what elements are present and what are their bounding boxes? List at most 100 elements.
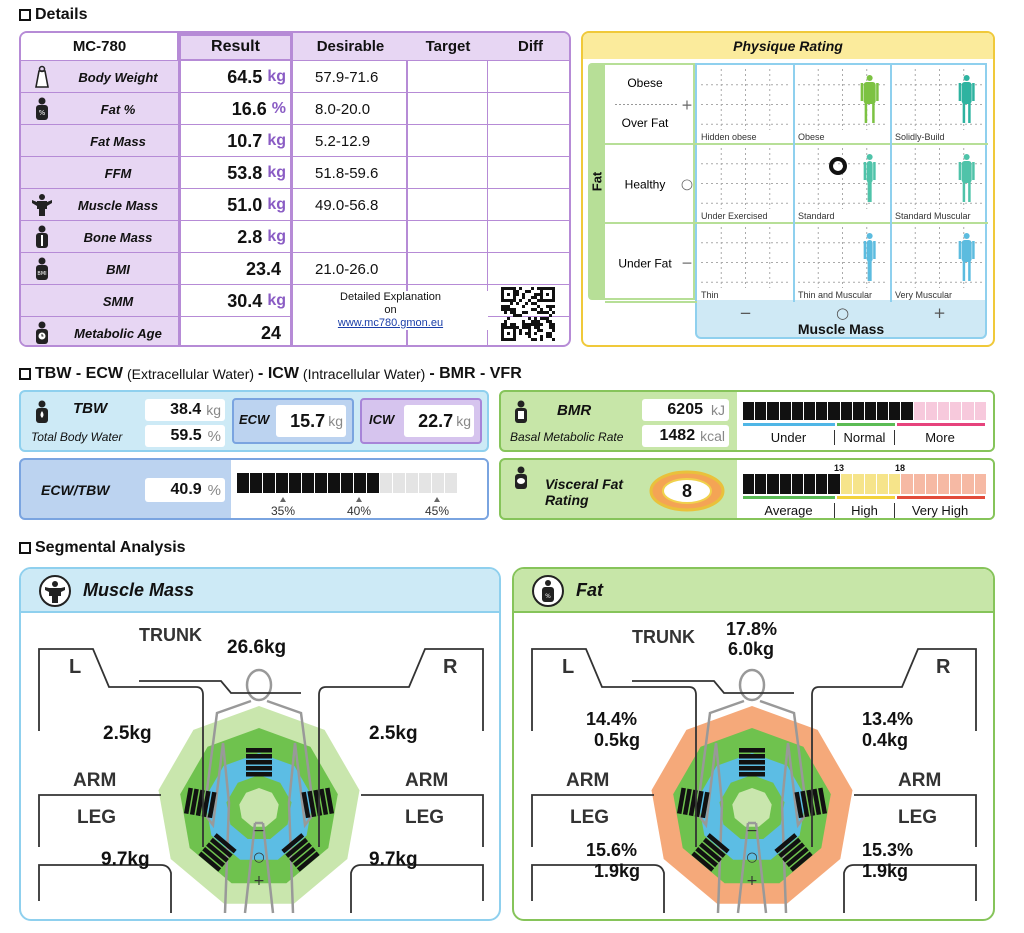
physique-figure-icon — [958, 154, 975, 202]
result-value: 10.7 — [227, 130, 263, 151]
details-heading: Details — [19, 6, 87, 24]
right-label: R — [936, 656, 951, 678]
tick-marker — [356, 497, 362, 502]
bar-segment — [913, 402, 925, 420]
limb-frames — [531, 648, 977, 913]
result-value: 51.0 — [227, 194, 263, 215]
body-diagram: − ○ + — [38, 648, 484, 914]
result-unit: kg — [267, 196, 286, 213]
bar-segment — [779, 474, 791, 494]
trunk-kg: 6.0kg — [728, 639, 775, 659]
left-leg-pct: 15.6% — [586, 840, 638, 860]
svg-text:+: + — [253, 873, 265, 889]
tbw-kg: 38.4 — [170, 401, 202, 418]
details-row: Muscle Mass 51.0 kg 49.0-56.8 — [21, 188, 569, 220]
bar-segment — [354, 473, 366, 493]
bar-segment — [755, 474, 767, 494]
segment-stack — [281, 833, 320, 872]
right-leg-pct: 15.3% — [862, 840, 914, 860]
bar-segment — [419, 473, 431, 493]
vfr-scale-average: Average — [743, 503, 835, 518]
details-row: FFM 53.8 kg 51.8-59.6 — [21, 156, 569, 188]
bar-segment — [974, 402, 986, 420]
result-unit: kg — [267, 164, 286, 181]
fat-percent-icon: % — [36, 97, 48, 120]
bmr-scale-under: Under — [743, 430, 835, 445]
body-diagram: − ○ + — [531, 648, 977, 914]
row-label: BMI — [106, 261, 130, 277]
fat-level-symbol: − — [681, 256, 693, 272]
bar-segment — [367, 473, 379, 493]
row-label: Bone Mass — [83, 229, 153, 245]
row-label: SMM — [102, 293, 134, 309]
vfr-mark-13: 13 — [834, 463, 845, 473]
visceral-fat-icon — [515, 466, 527, 489]
row-result: 10.7 kg — [178, 125, 286, 157]
segment-stack — [246, 748, 272, 777]
svg-text:%: % — [545, 593, 551, 600]
physique-grid: + Obese Over Fat Hidden obese Obese Solidly-B… — [605, 65, 988, 322]
bar-segment — [803, 474, 816, 494]
muscle-segment-title: Muscle Mass — [21, 569, 499, 613]
result-value: 30.4 — [227, 290, 263, 311]
bar-segment — [250, 473, 262, 493]
bar-segment — [925, 474, 937, 494]
segment-stack — [774, 833, 813, 872]
tick-label: 35% — [270, 504, 296, 518]
bar-segment — [803, 402, 816, 420]
muscle-flex-icon — [39, 575, 71, 607]
svg-text:+: + — [746, 873, 758, 889]
bmr-panel: BMR Basal Metabolic Rate 6205 kJ 1482 kcal… — [499, 390, 995, 452]
row-label: Metabolic Age — [74, 325, 162, 341]
bar-segment — [925, 402, 937, 420]
bar-segment — [864, 402, 877, 420]
row-result: 53.8 kg — [178, 157, 286, 189]
fat-level-label: Over Fat — [622, 116, 669, 130]
physique-figure-icon — [958, 75, 975, 123]
bar-segment — [767, 474, 779, 494]
explanation-link[interactable]: www.mc780.gmon.eu — [337, 317, 444, 329]
bar-segment — [341, 473, 353, 493]
result-value: 53.8 — [227, 162, 263, 183]
physique-cell-label: Obese — [798, 132, 825, 142]
vfr-scale-very-high: Very High — [911, 503, 969, 518]
muscle-level-symbol: − — [739, 304, 752, 322]
row-result: 16.6% — [178, 93, 286, 125]
physique-cell-label: Solidly-Build — [895, 132, 945, 142]
vfr-mark-18: 18 — [895, 463, 906, 473]
muscle-level-symbol: + — [933, 304, 946, 322]
right-arm-pct: 13.4% — [862, 709, 914, 729]
bar-segment — [406, 473, 418, 493]
physique-figure-icon — [860, 75, 879, 123]
tbw-sub: Total Body Water — [31, 430, 123, 444]
vfr-label: Visceral Fat Rating — [545, 476, 624, 508]
bmr-kcal: 1482 — [659, 427, 696, 444]
svg-text:○: ○ — [253, 850, 264, 865]
right-arm-label: ARM — [898, 770, 942, 791]
qr-code-icon[interactable] — [501, 287, 555, 341]
left-leg-value: 9.7kg — [101, 849, 150, 870]
trunk-label: TRUNK — [632, 627, 695, 647]
result-unit: % — [271, 100, 286, 117]
svg-text:○: ○ — [746, 850, 757, 865]
bmr-scale-more: More — [925, 430, 955, 445]
result-value: 2.8 — [237, 226, 263, 247]
physique-cell-label: Thin and Muscular — [798, 290, 872, 300]
result-value: 23.4 — [245, 258, 281, 279]
bar-segment — [901, 474, 913, 494]
water-heading: TBW - ECW (Extracellular Water) - ICW (I… — [19, 365, 522, 383]
result-unit: kg — [267, 228, 286, 245]
bar-segment — [276, 473, 288, 493]
bmr-label: BMR — [557, 402, 592, 419]
bar-segment — [864, 474, 877, 494]
physique-figure-icon — [863, 154, 876, 202]
row-result: 24 — [178, 317, 286, 345]
fat-level-symbol: + — [681, 98, 693, 114]
bar-segment — [743, 474, 755, 494]
metabolic-age-icon — [36, 321, 48, 344]
row-label: FFM — [104, 165, 132, 181]
result-value: 64.5 — [227, 66, 263, 87]
vfr-value-badge — [649, 470, 725, 512]
segment-stack — [676, 787, 710, 819]
segment-stack — [739, 748, 765, 777]
